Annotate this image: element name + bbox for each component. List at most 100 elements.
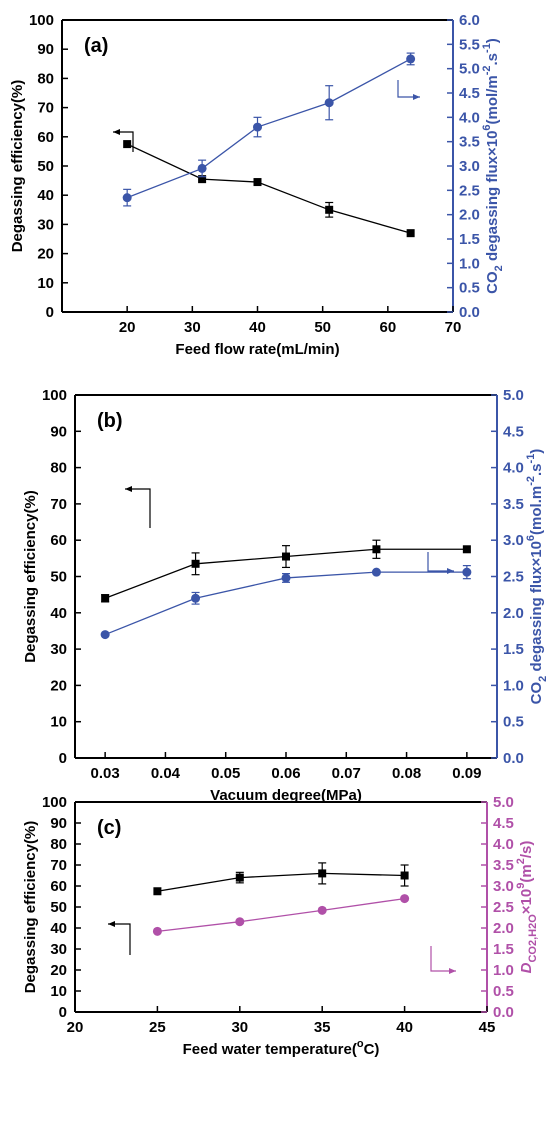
x-tick-label: 20: [119, 319, 136, 336]
data-point-circle: [371, 567, 381, 577]
y-tick-label: 90: [50, 423, 67, 440]
label-span: 2: [537, 676, 549, 682]
y2-tick-label: 5.0: [493, 794, 514, 811]
right-axis-indicator-arrow: [397, 80, 420, 98]
label-span: ×10: [518, 889, 535, 914]
y-tick-label: 30: [50, 941, 67, 958]
y2-tick-label: 4.0: [459, 109, 480, 126]
data-point-square: [372, 545, 381, 554]
y-tick-label: 10: [50, 714, 67, 731]
y2-tick-label: 1.0: [493, 962, 514, 979]
data-point-circle: [400, 894, 410, 904]
y-tick-label: 10: [37, 275, 54, 292]
y2-tick-label: 5.0: [459, 61, 480, 78]
x-axis-label: Vacuum degree(MPa): [210, 787, 362, 804]
y2-tick-label: 2.5: [503, 569, 524, 586]
y2-tick-label: 1.5: [459, 231, 480, 248]
y2-tick-label: 2.0: [493, 920, 514, 937]
x-tick-label: 0.08: [392, 765, 421, 782]
label-span: Feed water temperature(: [183, 1041, 357, 1058]
y-tick-label: 70: [50, 857, 67, 874]
x-axis-label: Feed water temperature(oC): [183, 1038, 380, 1058]
series-line-0: [157, 872, 405, 892]
y-axis-label: Degassing efficiency(%): [22, 821, 39, 994]
label-span: -1: [525, 454, 537, 464]
data-point-circle: [324, 98, 334, 108]
x-tick-label: 0.05: [211, 765, 240, 782]
label-span: (mol/m: [484, 75, 501, 124]
chart-panel-3: 20 25 30 35 40 45 0 10 20 30 40 50 60 70 80 90 100 0.0 0.5…: [22, 794, 539, 1058]
series-line-1: [157, 897, 405, 933]
data-point-circle: [122, 193, 132, 203]
chart-panel-2: 0.03 0.04 0.05 0.06 0.07 0.08 0.09010203040506…: [22, 387, 549, 804]
x-tick-label: 20: [67, 1019, 84, 1036]
x-tick-label: 40: [396, 1019, 413, 1036]
y2-tick-label: 0.5: [503, 714, 524, 731]
y2-tick-label: 4.5: [493, 815, 514, 832]
y2-tick-label: 3.5: [459, 134, 480, 151]
left-axis-indicator-arrow: [108, 923, 131, 955]
label-span: CO: [528, 681, 545, 704]
x-tick-label: 25: [149, 1019, 166, 1036]
y2-tick-label: 0.5: [493, 983, 514, 1000]
label-span: 2: [515, 858, 527, 864]
y-tick-label: 100: [42, 387, 67, 404]
y-tick-label: 40: [50, 920, 67, 937]
label-span: ): [484, 38, 501, 43]
y-tick-label: 50: [37, 158, 54, 175]
label-span: 2: [493, 265, 505, 271]
y-tick-label: 20: [37, 246, 54, 263]
y2-tick-label: 4.0: [503, 460, 524, 477]
label-span: ): [528, 449, 545, 454]
label-span: 9: [515, 883, 527, 889]
y2-tick-label: 2.5: [493, 899, 514, 916]
y-tick-label: 70: [37, 100, 54, 117]
left-axis-indicator-arrow-head: [113, 129, 120, 135]
label-span: CO2,H2O: [527, 914, 539, 963]
label-span: Vacuum degree(MPa): [210, 787, 362, 804]
data-point-square: [318, 869, 327, 878]
data-point-circle: [406, 54, 416, 64]
panel-label: (b): [97, 410, 123, 432]
label-span: 6: [525, 535, 537, 541]
x-tick-label: 70: [445, 319, 462, 336]
label-span: -2: [481, 65, 493, 75]
label-span: .s: [484, 53, 501, 66]
label-span: (m: [518, 864, 535, 882]
label-span: 6: [481, 124, 493, 130]
data-point-square: [235, 873, 244, 882]
y2-axis-label: DCO2,H2O×109(m2/s): [515, 841, 539, 974]
x-tick-label: 30: [184, 319, 201, 336]
x-tick-label: 0.06: [271, 765, 300, 782]
y2-tick-label: 2.0: [503, 605, 524, 622]
label-span: degassing flux×10: [484, 131, 501, 266]
y2-tick-label: 0.0: [493, 1004, 514, 1021]
y-tick-label: 60: [37, 129, 54, 146]
y-tick-label: 50: [50, 569, 67, 586]
y-tick-label: 50: [50, 899, 67, 916]
y-tick-label: 90: [37, 41, 54, 58]
y2-tick-label: 3.0: [493, 878, 514, 895]
data-point-square: [123, 140, 132, 149]
data-point-square: [400, 871, 409, 880]
x-tick-label: 30: [231, 1019, 248, 1036]
y-tick-label: 20: [50, 962, 67, 979]
label-span: .s: [528, 463, 545, 476]
y-tick-label: 30: [50, 641, 67, 658]
chart-panel-1: 20 30 40 50 60 70 0 10 20 30 40 50 60 70 80 90 100 0.0 0.5…: [9, 12, 505, 358]
y2-tick-label: 1.0: [459, 255, 480, 272]
data-point-square: [282, 552, 290, 561]
data-point-square: [325, 205, 334, 214]
y2-tick-label: 5.0: [503, 387, 524, 404]
series-line-1: [126, 58, 411, 199]
y-tick-label: 0: [46, 304, 54, 321]
data-point-circle: [100, 630, 110, 640]
label-span: -2: [525, 476, 537, 486]
x-tick-label: 50: [314, 319, 331, 336]
y2-tick-label: 3.0: [459, 158, 480, 175]
series-line-0: [126, 143, 411, 234]
y2-axis-label: CO2 degassing flux×106(mol/m-2.s-1): [481, 38, 505, 294]
data-point-square: [191, 559, 200, 568]
y-tick-label: 80: [37, 70, 54, 87]
